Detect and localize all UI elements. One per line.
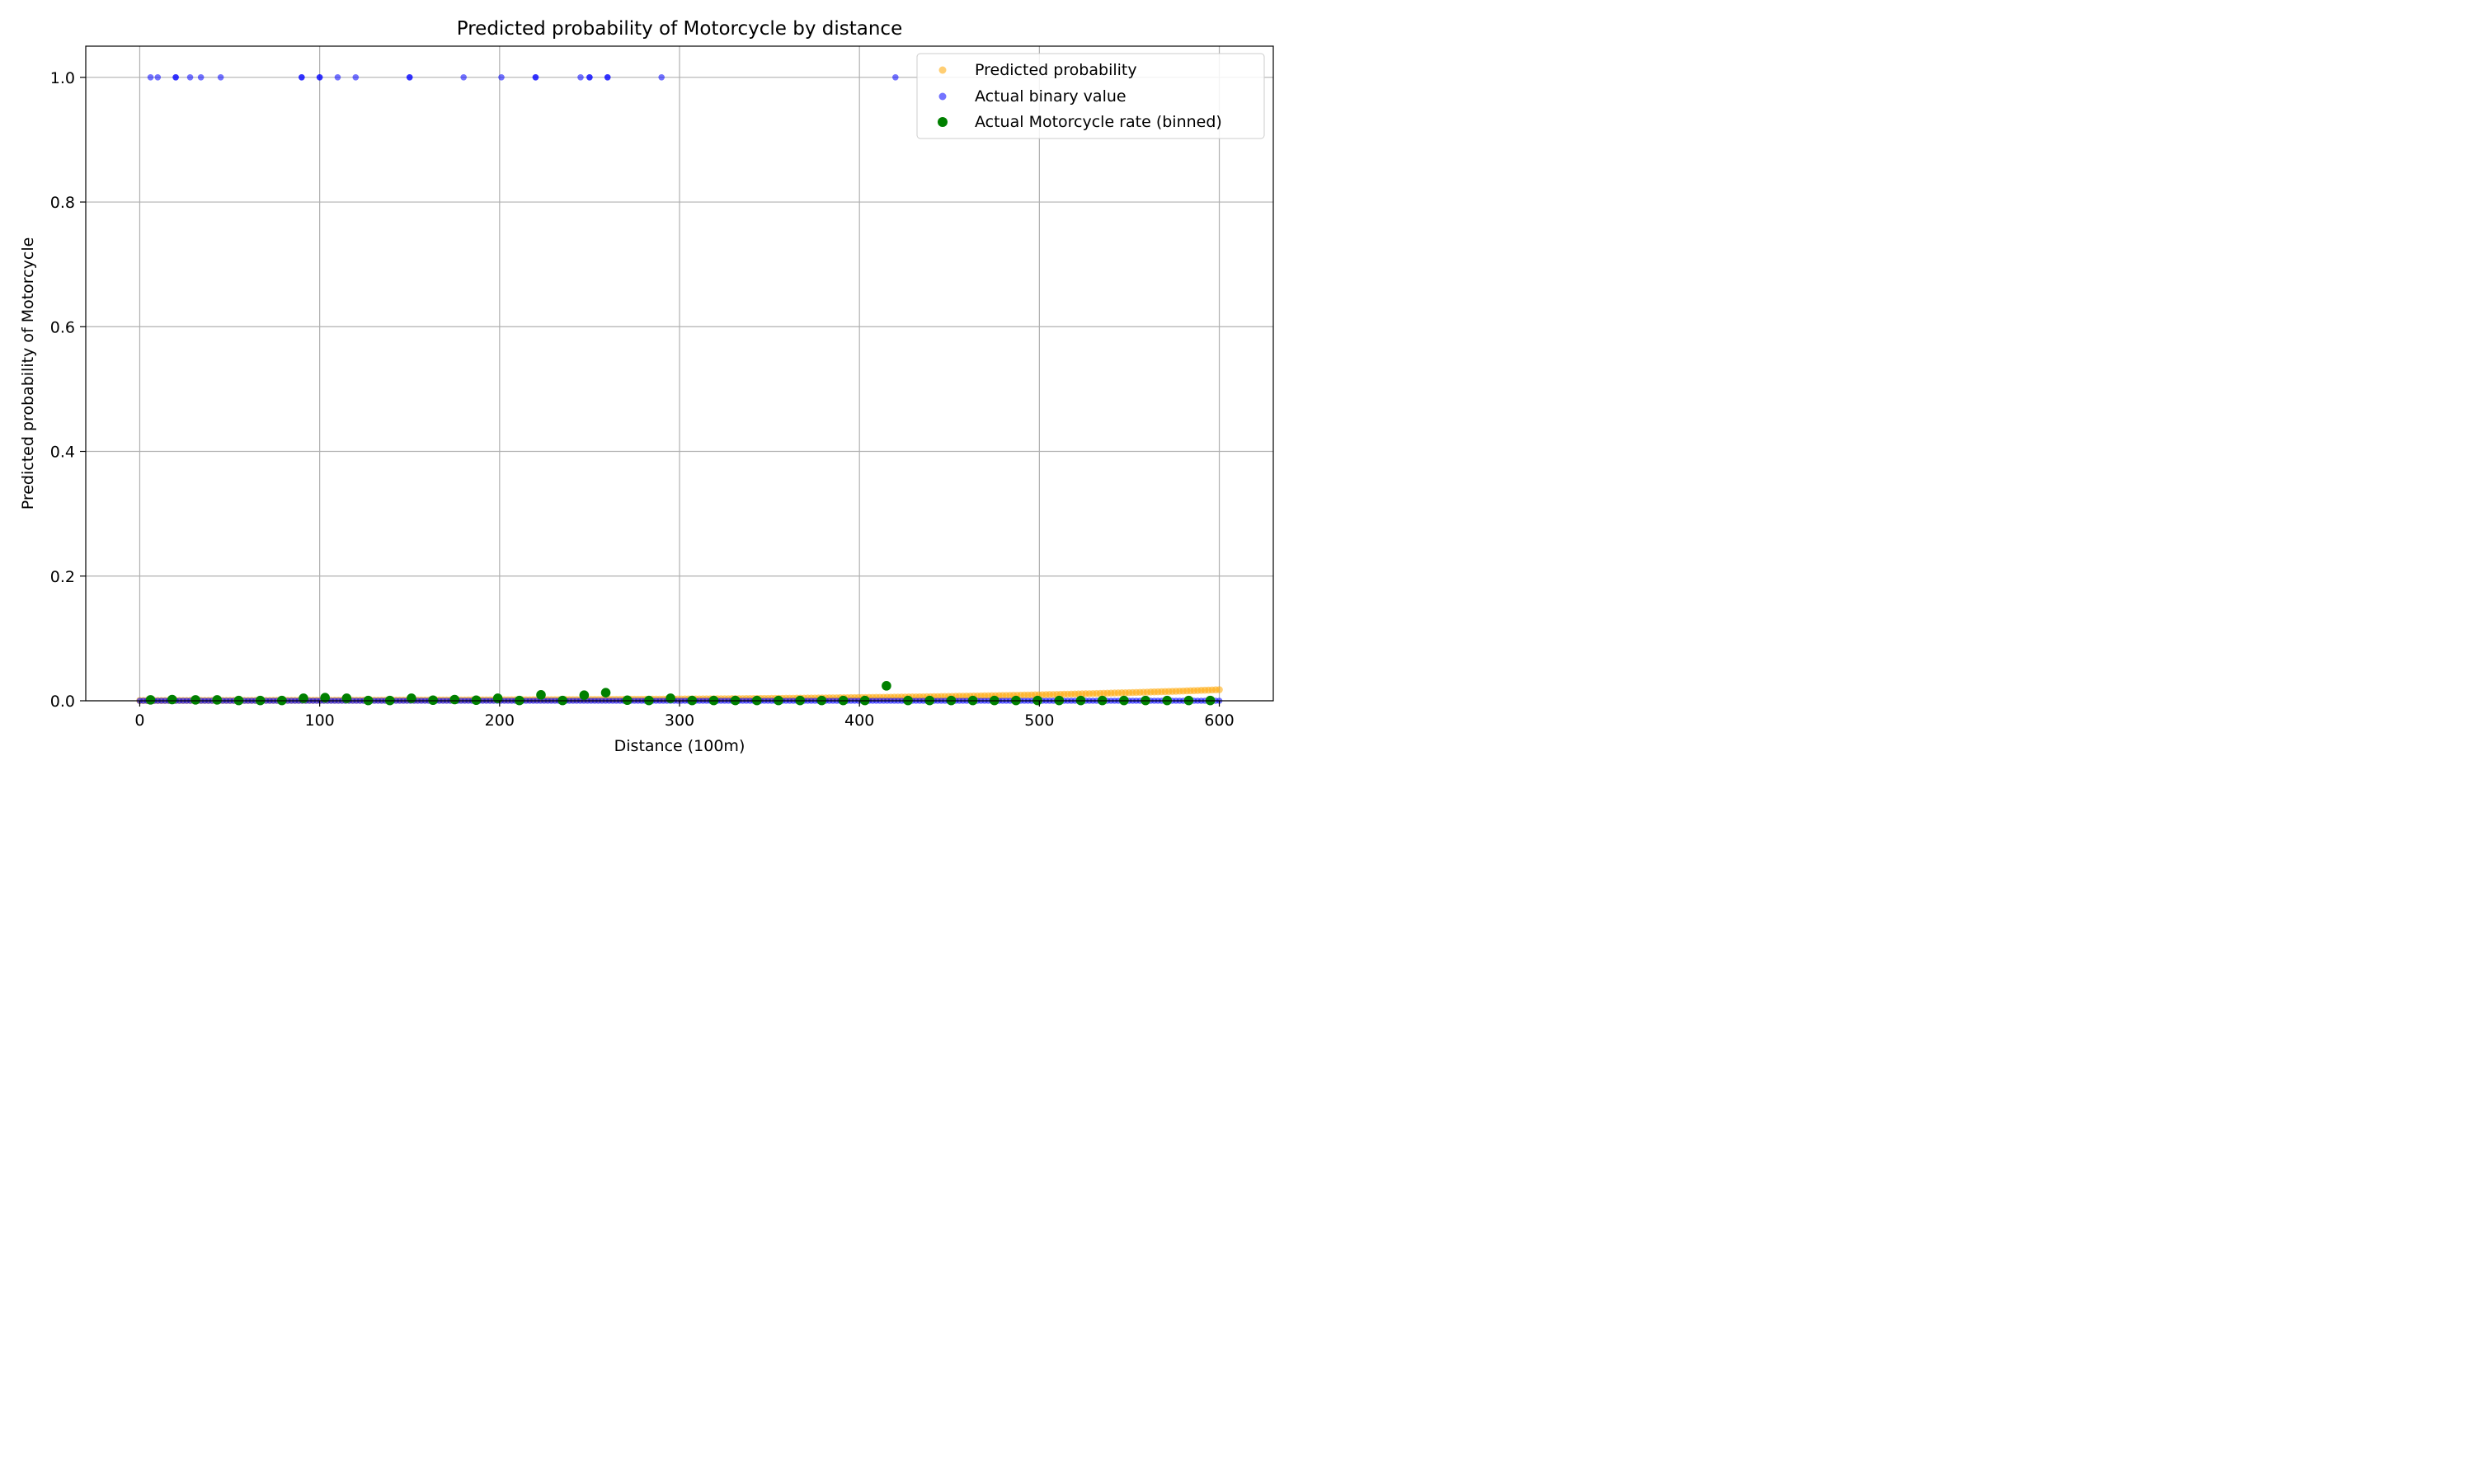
- binned-rate-point: [449, 694, 460, 705]
- binned-rate-point: [145, 695, 156, 705]
- binned-rate-point: [666, 693, 675, 703]
- y-tick-label: 0.4: [50, 444, 75, 462]
- binned-rate-point: [536, 690, 546, 700]
- binned-rate-point: [579, 690, 590, 700]
- binned-rate-point: [882, 681, 891, 691]
- x-tick-label: 600: [1204, 711, 1234, 730]
- chart: 0 100 200 300 400 500 600 0.0 0.2 0.4 0.6 0.8 1.0 Pr…: [0, 0, 1286, 772]
- y-tick-label: 0.6: [50, 318, 75, 336]
- actual-point: [299, 74, 305, 81]
- actual-point: [604, 74, 611, 81]
- binned-rate-point: [407, 693, 416, 703]
- binned-rate-point: [341, 693, 352, 703]
- binned-rate-point: [492, 693, 503, 703]
- x-tick-label: 200: [485, 711, 515, 730]
- y-tick-label: 0.2: [50, 568, 75, 586]
- binned-rate-point: [167, 694, 177, 705]
- legend-marker-predicted: [938, 66, 947, 74]
- actual-point: [532, 74, 539, 81]
- actual-point: [316, 74, 323, 81]
- legend: Predicted probability Actual binary valu…: [916, 53, 1265, 139]
- actual-point: [498, 74, 505, 81]
- actual-point: [658, 74, 665, 81]
- actual-point: [334, 74, 341, 81]
- actual-point: [147, 74, 154, 81]
- y-tick-label: 1.0: [50, 69, 75, 87]
- x-tick-label: 0: [134, 711, 144, 730]
- y-axis-label: Predicted probability of Motorcycle: [19, 237, 37, 510]
- axis-ticks: 0 100 200 300 400 500 600 0.0 0.2 0.4 0.6 0.8 1.0: [50, 69, 1235, 730]
- y-tick-label: 0.0: [50, 693, 75, 711]
- legend-label-binned: Actual Motorcycle rate (binned): [975, 113, 1222, 131]
- actual-point: [892, 74, 899, 81]
- actual-point: [352, 74, 360, 81]
- binned-rate-point: [212, 695, 223, 705]
- predicted-point: [1216, 686, 1223, 693]
- chart-title: Predicted probability of Motorcycle by d…: [457, 18, 902, 40]
- x-tick-label: 100: [305, 711, 335, 730]
- legend-marker-binned: [938, 117, 948, 127]
- x-tick-label: 400: [844, 711, 874, 730]
- actual-point: [586, 74, 593, 81]
- legend-label-predicted: Predicted probability: [975, 61, 1137, 79]
- binned-rate-point: [622, 695, 633, 706]
- y-tick-label: 0.8: [50, 194, 75, 212]
- actual-point: [186, 74, 194, 81]
- actual-point: [172, 74, 179, 81]
- legend-label-actual: Actual binary value: [975, 87, 1126, 106]
- actual-point: [460, 74, 467, 81]
- legend-marker-actual: [938, 92, 947, 101]
- actual-point: [217, 74, 224, 81]
- binned-rate-point: [190, 695, 200, 705]
- binned-rate-point: [320, 693, 330, 703]
- actual-point: [197, 74, 205, 81]
- binned-rate-point: [299, 693, 308, 703]
- actual-point: [406, 74, 413, 81]
- x-axis-label: Distance (100m): [614, 737, 745, 755]
- binned-rate-point: [471, 695, 482, 706]
- x-tick-label: 500: [1024, 711, 1054, 730]
- actual-point: [577, 74, 584, 81]
- legend-box: [916, 53, 1265, 139]
- actual-point: [154, 74, 162, 81]
- binned-rate-point: [428, 695, 438, 706]
- x-tick-label: 300: [665, 711, 694, 730]
- binned-rate-point: [600, 688, 611, 697]
